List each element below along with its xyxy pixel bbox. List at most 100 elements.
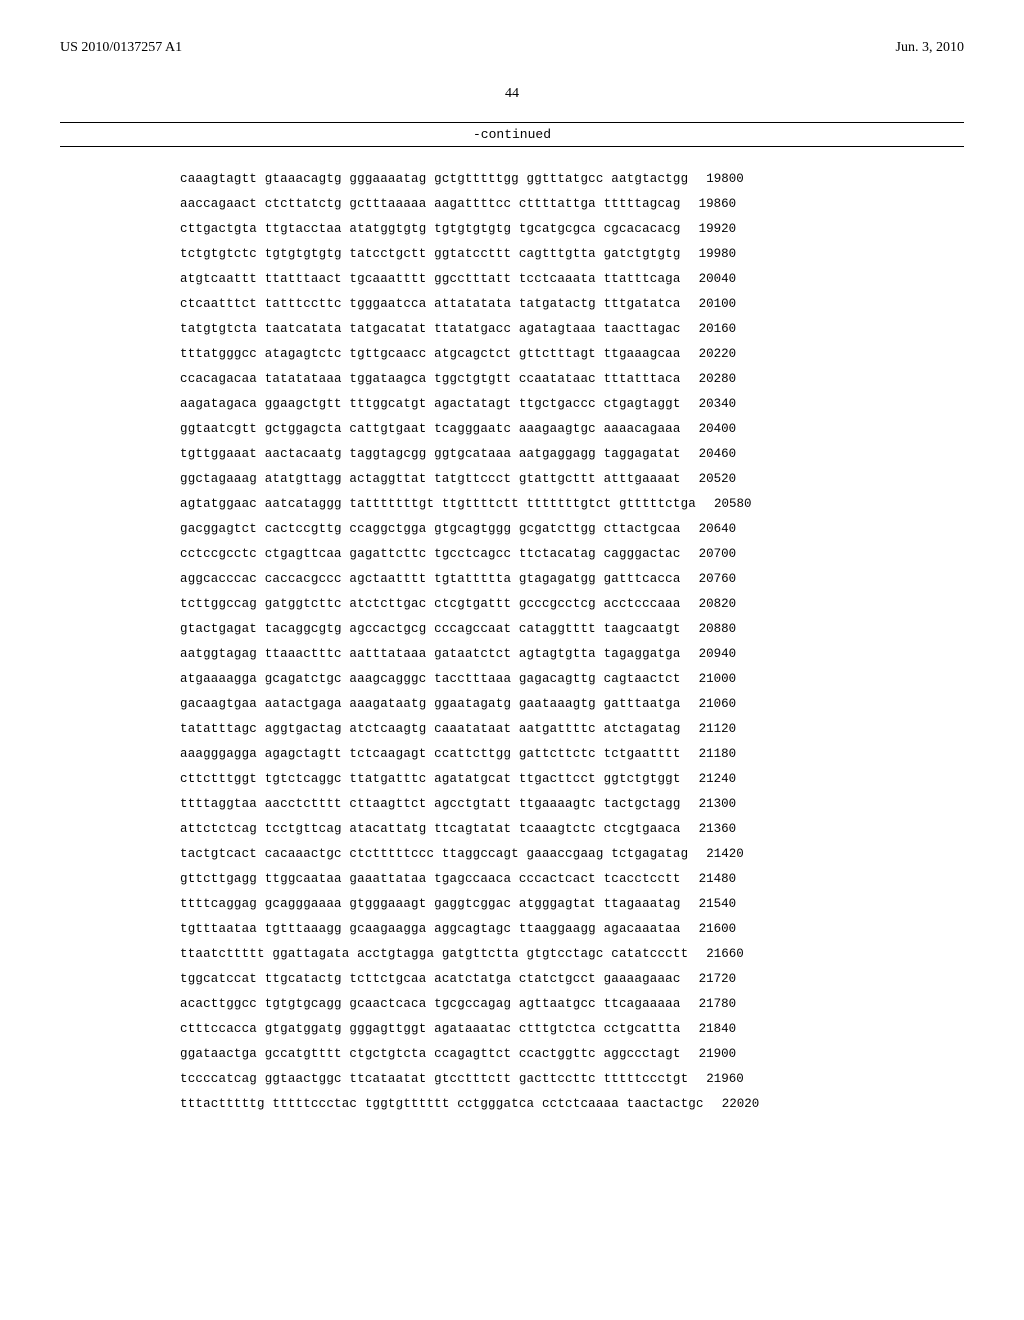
publication-date: Jun. 3, 2010	[896, 40, 964, 56]
sequence-position: 21900	[699, 1042, 737, 1067]
sequence-text: aaccagaact ctcttatctg gctttaaaaa aagattt…	[180, 192, 681, 217]
sequence-text: ttttaggtaa aacctctttt cttaagttct agcctgt…	[180, 792, 681, 817]
sequence-text: gacggagtct cactccgttg ccaggctgga gtgcagt…	[180, 517, 681, 542]
sequence-text: cctccgcctc ctgagttcaa gagattcttc tgcctca…	[180, 542, 681, 567]
sequence-text: aagatagaca ggaagctgtt tttggcatgt agactat…	[180, 392, 681, 417]
sequence-text: ggctagaaag atatgttagg actaggttat tatgttc…	[180, 467, 681, 492]
sequence-position: 20040	[699, 267, 737, 292]
sequence-row: agtatggaac aatcataggg tatttttttgt ttgttt…	[180, 492, 964, 517]
sequence-position: 20700	[699, 542, 737, 567]
sequence-row: ggtaatcgtt gctggagcta cattgtgaat tcaggga…	[180, 417, 964, 442]
sequence-text: atgtcaattt ttatttaact tgcaaatttt ggccttt…	[180, 267, 681, 292]
sequence-text: ttttcaggag gcagggaaaa gtgggaaagt gaggtcg…	[180, 892, 681, 917]
sequence-text: agtatggaac aatcataggg tatttttttgt ttgttt…	[180, 492, 696, 517]
sequence-text: tttactttttg tttttccctac tggtgtttttt cctg…	[180, 1092, 704, 1117]
sequence-position: 19980	[699, 242, 737, 267]
sequence-position: 20100	[699, 292, 737, 317]
sequence-row: ctttccacca gtgatggatg gggagttggt agataaa…	[180, 1017, 964, 1042]
sequence-text: tggcatccat ttgcatactg tcttctgcaa acatcta…	[180, 967, 681, 992]
sequence-position: 21360	[699, 817, 737, 842]
sequence-row: tactgtcact cacaaactgc ctctttttccc ttaggc…	[180, 842, 964, 867]
sequence-text: tatatttagc aggtgactag atctcaagtg caaatat…	[180, 717, 681, 742]
sequence-row: ctcaatttct tatttccttc tgggaatcca attatat…	[180, 292, 964, 317]
sequence-position: 21960	[706, 1067, 744, 1092]
sequence-row: aaccagaact ctcttatctg gctttaaaaa aagattt…	[180, 192, 964, 217]
sequence-row: tggcatccat ttgcatactg tcttctgcaa acatcta…	[180, 967, 964, 992]
publication-number: US 2010/0137257 A1	[60, 40, 182, 56]
sequence-text: atgaaaagga gcagatctgc aaagcagggc taccttt…	[180, 667, 681, 692]
sequence-position: 20460	[699, 442, 737, 467]
sequence-position: 21240	[699, 767, 737, 792]
sequence-position: 21600	[699, 917, 737, 942]
sequence-text: attctctcag tcctgttcag atacattatg ttcagta…	[180, 817, 681, 842]
sequence-row: tttatgggcc atagagtctc tgttgcaacc atgcagc…	[180, 342, 964, 367]
sequence-text: ccacagacaa tatatataaa tggataagca tggctgt…	[180, 367, 681, 392]
sequence-text: tttatgggcc atagagtctc tgttgcaacc atgcagc…	[180, 342, 681, 367]
sequence-position: 20640	[699, 517, 737, 542]
sequence-row: ggctagaaag atatgttagg actaggttat tatgttc…	[180, 467, 964, 492]
sequence-text: tatgtgtcta taatcatata tatgacatat ttatatg…	[180, 317, 681, 342]
sequence-text: tactgtcact cacaaactgc ctctttttccc ttaggc…	[180, 842, 688, 867]
sequence-text: ttaatcttttt ggattagata acctgtagga gatgtt…	[180, 942, 688, 967]
sequence-position: 21060	[699, 692, 737, 717]
sequence-row: caaagtagtt gtaaacagtg gggaaaatag gctgttt…	[180, 167, 964, 192]
sequence-position: 20280	[699, 367, 737, 392]
sequence-position: 20160	[699, 317, 737, 342]
sequence-position: 20400	[699, 417, 737, 442]
sequence-text: tctgtgtctc tgtgtgtgtg tatcctgctt ggtatcc…	[180, 242, 681, 267]
sequence-row: cttctttggt tgtctcaggc ttatgatttc agatatg…	[180, 767, 964, 792]
sequence-text: tgtttaataa tgtttaaagg gcaagaagga aggcagt…	[180, 917, 681, 942]
sequence-row: atgaaaagga gcagatctgc aaagcagggc taccttt…	[180, 667, 964, 692]
sequence-text: tcttggccag gatggtcttc atctcttgac ctcgtga…	[180, 592, 681, 617]
sequence-position: 21420	[706, 842, 744, 867]
sequence-row: aggcacccac caccacgccc agctaatttt tgtattt…	[180, 567, 964, 592]
continued-label: -continued	[473, 127, 551, 142]
sequence-text: ggataactga gccatgtttt ctgctgtcta ccagagt…	[180, 1042, 681, 1067]
sequence-text: tgttggaaat aactacaatg taggtagcgg ggtgcat…	[180, 442, 681, 467]
sequence-text: ggtaatcgtt gctggagcta cattgtgaat tcaggga…	[180, 417, 681, 442]
sequence-row: attctctcag tcctgttcag atacattatg ttcagta…	[180, 817, 964, 842]
sequence-row: cctccgcctc ctgagttcaa gagattcttc tgcctca…	[180, 542, 964, 567]
sequence-row: gttcttgagg ttggcaataa gaaattataa tgagcca…	[180, 867, 964, 892]
sequence-position: 21120	[699, 717, 737, 742]
sequence-position: 21480	[699, 867, 737, 892]
sequence-text: caaagtagtt gtaaacagtg gggaaaatag gctgttt…	[180, 167, 688, 192]
sequence-row: aagatagaca ggaagctgtt tttggcatgt agactat…	[180, 392, 964, 417]
sequence-text: aatggtagag ttaaactttc aatttataaa gataatc…	[180, 642, 681, 667]
sequence-position: 21300	[699, 792, 737, 817]
sequence-text: aggcacccac caccacgccc agctaatttt tgtattt…	[180, 567, 681, 592]
sequence-listing: caaagtagtt gtaaacagtg gggaaaatag gctgttt…	[180, 167, 964, 1117]
sequence-text: cttgactgta ttgtacctaa atatggtgtg tgtgtgt…	[180, 217, 681, 242]
sequence-text: acacttggcc tgtgtgcagg gcaactcaca tgcgcca…	[180, 992, 681, 1017]
sequence-row: tttactttttg tttttccctac tggtgtttttt cctg…	[180, 1092, 964, 1117]
sequence-position: 20940	[699, 642, 737, 667]
sequence-position: 20880	[699, 617, 737, 642]
sequence-text: gacaagtgaa aatactgaga aaagataatg ggaatag…	[180, 692, 681, 717]
sequence-position: 21000	[699, 667, 737, 692]
sequence-row: tccccatcag ggtaactggc ttcataatat gtccttt…	[180, 1067, 964, 1092]
sequence-row: tatgtgtcta taatcatata tatgacatat ttatatg…	[180, 317, 964, 342]
sequence-position: 20220	[699, 342, 737, 367]
sequence-position: 21780	[699, 992, 737, 1017]
sequence-row: ggataactga gccatgtttt ctgctgtcta ccagagt…	[180, 1042, 964, 1067]
sequence-row: acacttggcc tgtgtgcagg gcaactcaca tgcgcca…	[180, 992, 964, 1017]
sequence-position: 19800	[706, 167, 744, 192]
sequence-row: aaagggagga agagctagtt tctcaagagt ccattct…	[180, 742, 964, 767]
sequence-text: ctttccacca gtgatggatg gggagttggt agataaa…	[180, 1017, 681, 1042]
sequence-position: 22020	[722, 1092, 760, 1117]
sequence-text: tccccatcag ggtaactggc ttcataatat gtccttt…	[180, 1067, 688, 1092]
sequence-row: aatggtagag ttaaactttc aatttataaa gataatc…	[180, 642, 964, 667]
sequence-position: 19860	[699, 192, 737, 217]
sequence-row: gtactgagat tacaggcgtg agccactgcg cccagcc…	[180, 617, 964, 642]
sequence-position: 19920	[699, 217, 737, 242]
sequence-position: 21720	[699, 967, 737, 992]
sequence-row: ttttcaggag gcagggaaaa gtgggaaagt gaggtcg…	[180, 892, 964, 917]
sequence-position: 20760	[699, 567, 737, 592]
page-number: 44	[60, 86, 964, 102]
sequence-row: cttgactgta ttgtacctaa atatggtgtg tgtgtgt…	[180, 217, 964, 242]
sequence-row: tcttggccag gatggtcttc atctcttgac ctcgtga…	[180, 592, 964, 617]
sequence-row: atgtcaattt ttatttaact tgcaaatttt ggccttt…	[180, 267, 964, 292]
sequence-row: ttttaggtaa aacctctttt cttaagttct agcctgt…	[180, 792, 964, 817]
sequence-position: 21660	[706, 942, 744, 967]
sequence-position: 20340	[699, 392, 737, 417]
